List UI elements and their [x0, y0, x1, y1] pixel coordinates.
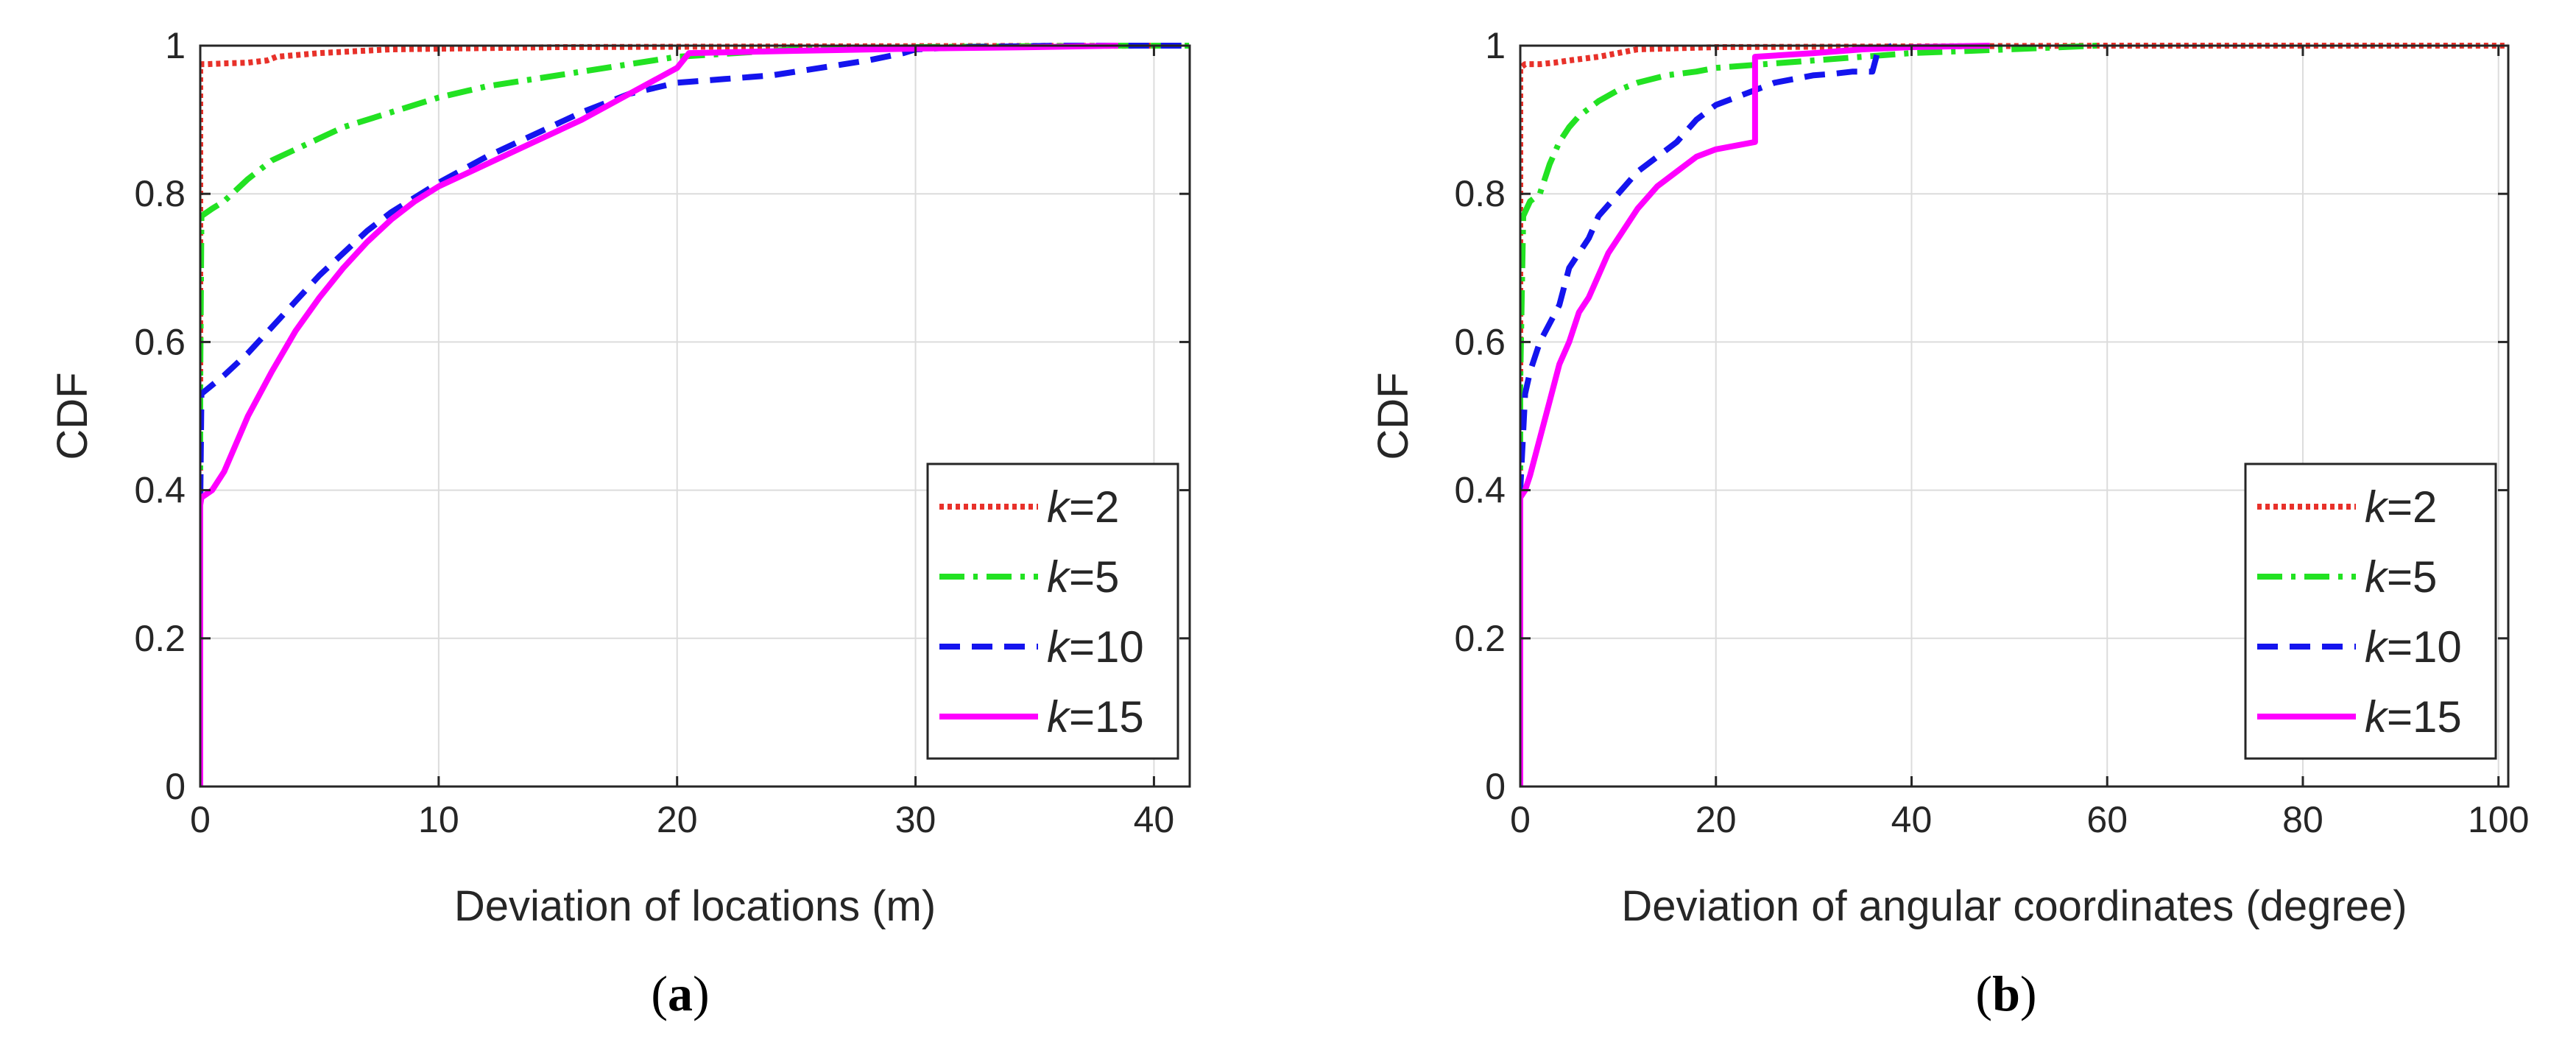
- series-line-k5: [1520, 43, 2098, 787]
- axes-box: [1519, 44, 2510, 788]
- y-tick-label: 0.8: [1454, 173, 1506, 214]
- legend: k=2 k=5 k=10 k=15: [2244, 462, 2497, 760]
- y-tick-label: 1: [165, 25, 186, 66]
- x-tick-label: 100: [2468, 799, 2529, 840]
- legend: k=2 k=5 k=10 k=15: [926, 462, 1179, 760]
- chart-panel-a: 0 10 20 30 40 0 0.2 0.4 0.6 0.8 1 Deviation of loca…: [49, 25, 1191, 1021]
- x-tick-label: 10: [418, 799, 459, 840]
- y-axis-label: CDF: [1369, 372, 1417, 460]
- x-tick-label: 40: [1891, 799, 1933, 840]
- x-axis-label: Deviation of locations (m): [454, 882, 936, 930]
- series-line-k10: [1520, 43, 1894, 787]
- panel-label-a: (a): [651, 965, 709, 1021]
- axes-box: [199, 44, 1191, 788]
- panel-label-b: (b): [1975, 965, 2036, 1021]
- legend-box: [926, 462, 1179, 760]
- series-line-k15: [1520, 43, 1990, 787]
- legend-label-k15: k=15: [2365, 692, 2462, 742]
- y-tick-label: 0: [1485, 766, 1506, 807]
- series-line-k2: [200, 43, 1154, 787]
- x-tick-label: 80: [2282, 799, 2323, 840]
- legend-label-k10: k=10: [2365, 622, 2462, 672]
- x-tick-label: 20: [657, 799, 698, 840]
- y-tick-label: 0.6: [134, 321, 186, 362]
- x-tick-label: 0: [190, 799, 211, 840]
- y-tick-label: 0.4: [1454, 470, 1506, 511]
- legend-label-k2: k=2: [1047, 482, 1119, 532]
- legend-label-k5: k=5: [2365, 552, 2437, 602]
- series-line-k15: [200, 43, 1118, 787]
- x-tick-label: 60: [2086, 799, 2128, 840]
- x-axis-label: Deviation of angular coordinates (degree…: [1621, 882, 2407, 930]
- y-tick-label: 1: [1485, 25, 1506, 66]
- y-tick-label: 0.2: [1454, 618, 1506, 659]
- y-axis-label: CDF: [49, 372, 96, 460]
- chart-panel-b: 0 20 40 60 80 100 0 0.2 0.4 0.6 0.8 1 Deviation of a…: [1369, 25, 2529, 1021]
- y-tick-label: 0.4: [134, 470, 186, 511]
- y-tick-label: 0: [165, 766, 186, 807]
- legend-label-k5: k=5: [1047, 552, 1119, 602]
- x-tick-label: 0: [1510, 799, 1531, 840]
- y-tick-label: 0.8: [134, 173, 186, 214]
- x-tick-label: 20: [1695, 799, 1737, 840]
- y-tick-label: 0.2: [134, 618, 186, 659]
- x-tick-label: 30: [895, 799, 936, 840]
- legend-label-k10: k=10: [1047, 622, 1144, 672]
- legend-label-k15: k=15: [1047, 692, 1144, 742]
- series-line-k5: [200, 43, 1190, 787]
- legend-box: [2244, 462, 2497, 760]
- y-tick-label: 0.6: [1454, 321, 1506, 362]
- legend-label-k2: k=2: [2365, 482, 2437, 532]
- x-tick-label: 40: [1134, 799, 1175, 840]
